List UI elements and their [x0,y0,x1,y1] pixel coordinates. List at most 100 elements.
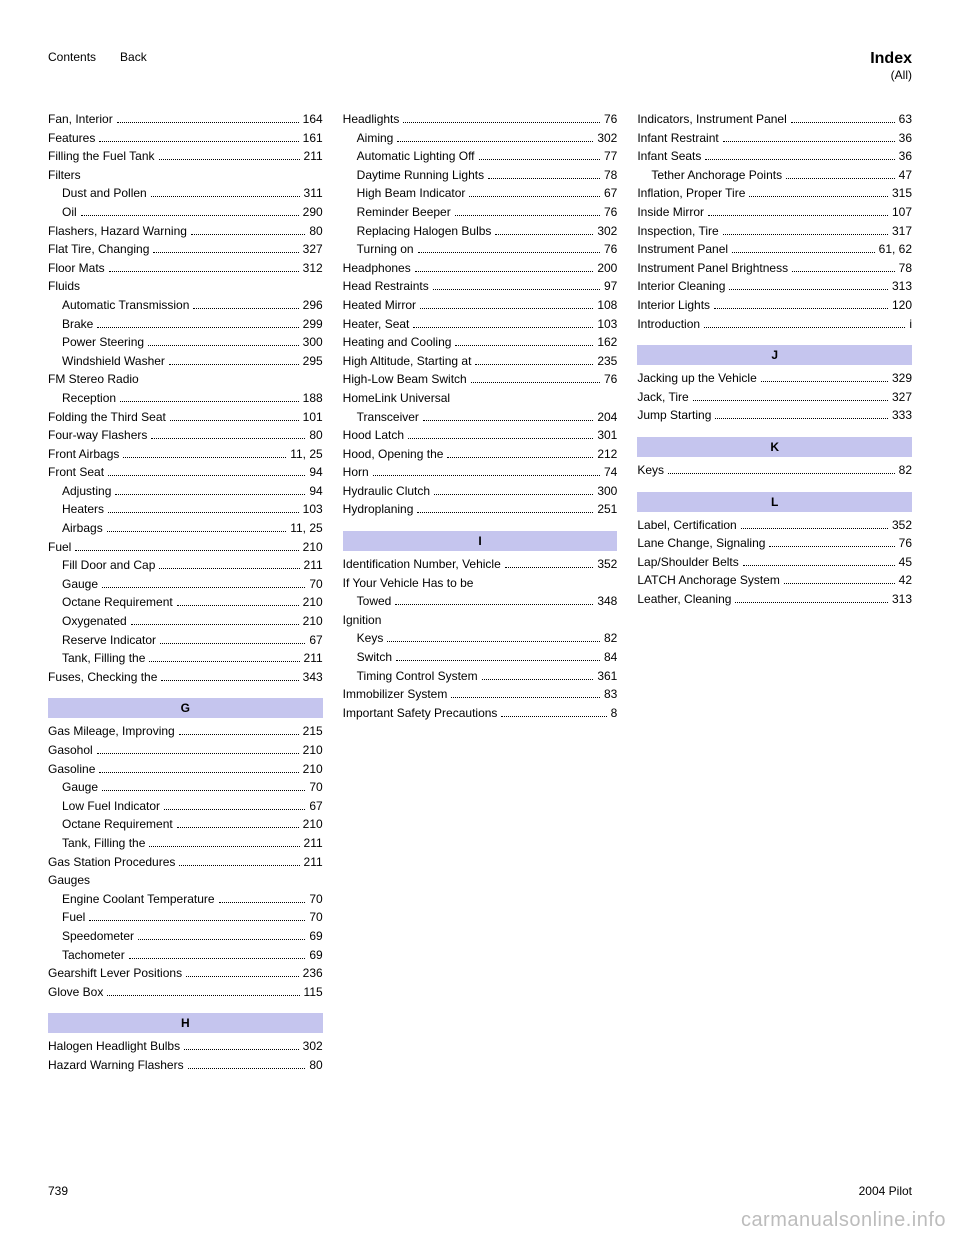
index-entry[interactable]: Keys82 [343,629,618,648]
index-entry[interactable]: Heater, Seat103 [343,315,618,334]
index-entry[interactable]: Octane Requirement210 [48,815,323,834]
index-entry[interactable]: Hazard Warning Flashers80 [48,1056,323,1075]
index-entry[interactable]: Automatic Lighting Off77 [343,147,618,166]
index-entry[interactable]: Glove Box115 [48,983,323,1002]
index-entry[interactable]: Tether Anchorage Points47 [637,166,912,185]
index-entry[interactable]: Fan, Interior164 [48,110,323,129]
index-entry[interactable]: Oxygenated210 [48,612,323,631]
index-entry[interactable]: Features161 [48,129,323,148]
index-entry[interactable]: Gas Station Procedures211 [48,853,323,872]
index-entry[interactable]: Fuel210 [48,538,323,557]
index-entry[interactable]: Octane Requirement210 [48,593,323,612]
index-entry[interactable]: Tank, Filling the211 [48,649,323,668]
index-entry[interactable]: Timing Control System361 [343,667,618,686]
index-entry[interactable]: Low Fuel Indicator67 [48,797,323,816]
index-entry[interactable]: High Beam Indicator67 [343,184,618,203]
index-entry[interactable]: Interior Lights120 [637,296,912,315]
index-entry[interactable]: Leather, Cleaning313 [637,590,912,609]
index-entry[interactable]: Transceiver204 [343,408,618,427]
index-entry[interactable]: Ignition [343,611,618,630]
index-entry[interactable]: Reserve Indicator67 [48,631,323,650]
index-entry[interactable]: Gauges [48,871,323,890]
index-entry[interactable]: Dust and Pollen311 [48,184,323,203]
index-entry[interactable]: Tachometer69 [48,946,323,965]
index-entry[interactable]: FM Stereo Radio [48,370,323,389]
index-entry[interactable]: Lap/Shoulder Belts45 [637,553,912,572]
index-entry[interactable]: Lane Change, Signaling76 [637,534,912,553]
index-entry[interactable]: Instrument Panel Brightness78 [637,259,912,278]
index-entry[interactable]: Halogen Headlight Bulbs302 [48,1037,323,1056]
index-entry[interactable]: Folding the Third Seat101 [48,408,323,427]
index-entry[interactable]: Floor Mats312 [48,259,323,278]
index-entry[interactable]: Replacing Halogen Bulbs302 [343,222,618,241]
index-entry[interactable]: Interior Cleaning313 [637,277,912,296]
index-entry[interactable]: Hood, Opening the212 [343,445,618,464]
index-entry[interactable]: Important Safety Precautions8 [343,704,618,723]
index-entry[interactable]: Brake299 [48,315,323,334]
index-entry[interactable]: Gasohol210 [48,741,323,760]
nav-contents[interactable]: Contents [48,50,96,64]
index-entry[interactable]: Fluids [48,277,323,296]
index-entry[interactable]: Filling the Fuel Tank211 [48,147,323,166]
index-entry[interactable]: Flat Tire, Changing327 [48,240,323,259]
index-entry[interactable]: If Your Vehicle Has to be [343,574,618,593]
index-entry[interactable]: Jack, Tire327 [637,388,912,407]
nav-back[interactable]: Back [120,50,147,64]
index-entry[interactable]: Turning on76 [343,240,618,259]
index-entry[interactable]: Jacking up the Vehicle329 [637,369,912,388]
index-entry[interactable]: Engine Coolant Temperature70 [48,890,323,909]
index-entry[interactable]: Gasoline210 [48,760,323,779]
index-entry[interactable]: Four-way Flashers80 [48,426,323,445]
index-entry[interactable]: Switch84 [343,648,618,667]
index-entry[interactable]: LATCH Anchorage System42 [637,571,912,590]
index-entry[interactable]: Gearshift Lever Positions236 [48,964,323,983]
index-entry[interactable]: High Altitude, Starting at235 [343,352,618,371]
index-entry[interactable]: Automatic Transmission296 [48,296,323,315]
index-entry[interactable]: Airbags11, 25 [48,519,323,538]
index-entry[interactable]: Front Seat94 [48,463,323,482]
index-entry[interactable]: Hood Latch301 [343,426,618,445]
index-entry[interactable]: Label, Certification352 [637,516,912,535]
index-entry[interactable]: Hydraulic Clutch300 [343,482,618,501]
index-entry[interactable]: Immobilizer System83 [343,685,618,704]
index-entry[interactable]: Heaters103 [48,500,323,519]
index-entry[interactable]: Daytime Running Lights78 [343,166,618,185]
index-entry[interactable]: Inspection, Tire317 [637,222,912,241]
index-entry[interactable]: Reception188 [48,389,323,408]
index-entry[interactable]: Hydroplaning251 [343,500,618,519]
index-entry[interactable]: Instrument Panel61, 62 [637,240,912,259]
index-entry[interactable]: Oil290 [48,203,323,222]
index-entry[interactable]: Keys82 [637,461,912,480]
index-entry[interactable]: Indicators, Instrument Panel63 [637,110,912,129]
index-entry[interactable]: Fill Door and Cap211 [48,556,323,575]
index-entry[interactable]: Headlights76 [343,110,618,129]
index-entry[interactable]: Gauge70 [48,778,323,797]
index-entry[interactable]: Fuel70 [48,908,323,927]
index-entry[interactable]: Windshield Washer295 [48,352,323,371]
index-entry[interactable]: Front Airbags11, 25 [48,445,323,464]
index-entry[interactable]: Inflation, Proper Tire315 [637,184,912,203]
index-entry[interactable]: Inside Mirror107 [637,203,912,222]
index-entry[interactable]: Infant Seats36 [637,147,912,166]
index-entry[interactable]: Heated Mirror108 [343,296,618,315]
index-entry[interactable]: Horn74 [343,463,618,482]
index-entry[interactable]: Aiming302 [343,129,618,148]
index-entry[interactable]: High-Low Beam Switch76 [343,370,618,389]
index-entry[interactable]: Infant Restraint36 [637,129,912,148]
index-entry[interactable]: Power Steering300 [48,333,323,352]
index-entry[interactable]: Reminder Beeper76 [343,203,618,222]
index-entry[interactable]: Gauge70 [48,575,323,594]
index-entry[interactable]: Head Restraints97 [343,277,618,296]
index-entry[interactable]: Heating and Cooling162 [343,333,618,352]
index-entry[interactable]: Introductioni [637,315,912,334]
index-entry[interactable]: Towed348 [343,592,618,611]
index-entry[interactable]: Adjusting94 [48,482,323,501]
index-entry[interactable]: Filters [48,166,323,185]
index-entry[interactable]: Gas Mileage, Improving215 [48,722,323,741]
index-entry[interactable]: Jump Starting333 [637,406,912,425]
index-entry[interactable]: Fuses, Checking the343 [48,668,323,687]
index-entry[interactable]: Headphones200 [343,259,618,278]
index-entry[interactable]: Identification Number, Vehicle352 [343,555,618,574]
index-entry[interactable]: Flashers, Hazard Warning80 [48,222,323,241]
index-entry[interactable]: Tank, Filling the211 [48,834,323,853]
